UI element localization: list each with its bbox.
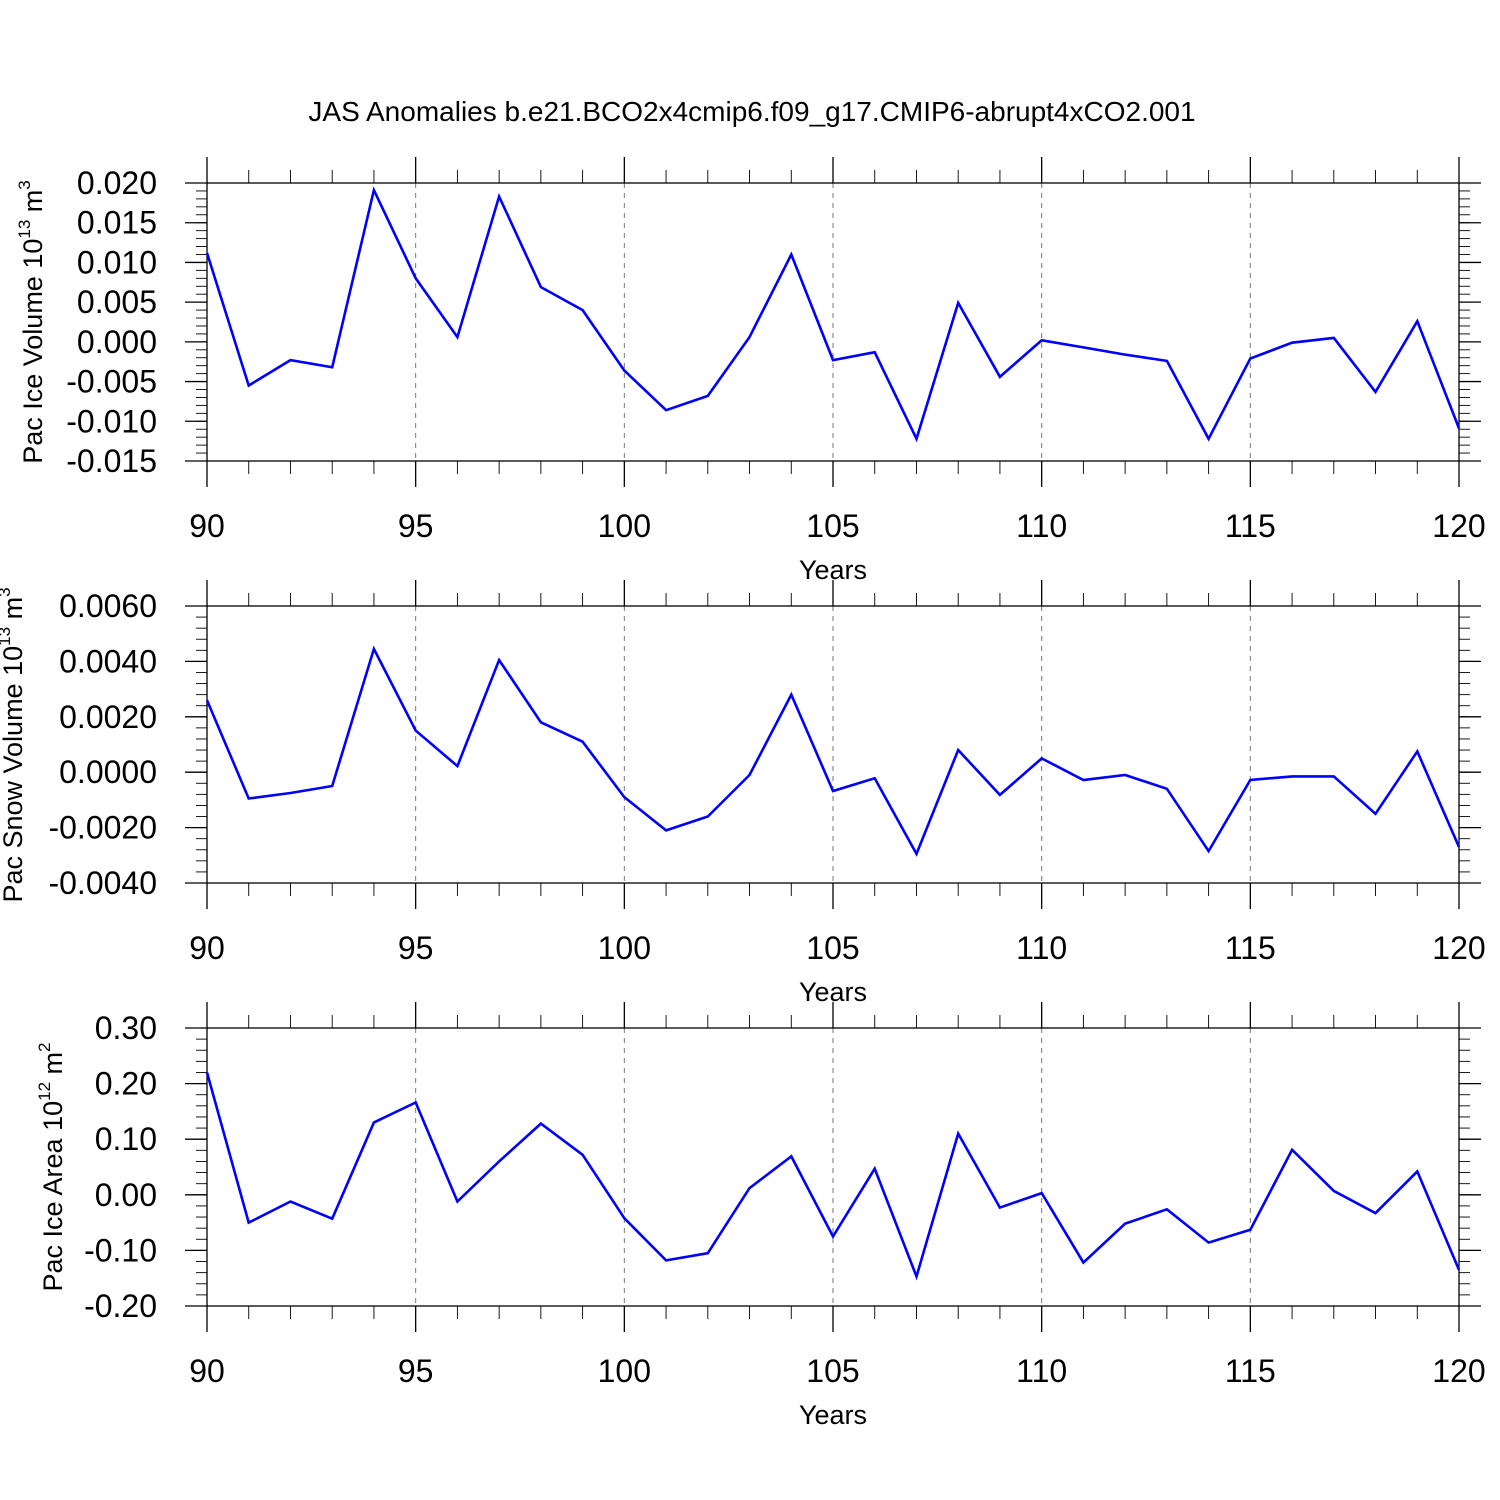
major-ticks [185, 1002, 1481, 1332]
minor-ticks [196, 593, 1470, 896]
x-tick-label: 115 [1225, 1353, 1276, 1389]
major-ticks [185, 157, 1481, 487]
x-tick-labels: 90 95 100 105 110 115 120 [189, 508, 1485, 544]
y-tick-label: -0.005 [66, 364, 157, 400]
y-tick-label: -0.0020 [48, 810, 157, 846]
x-tick-label: 95 [398, 1353, 434, 1389]
series-line-snow-volume [205, 645, 1461, 857]
y-axis-label: Pac Snow Volume 1013 m3 [0, 587, 28, 902]
x-tick-label: 120 [1432, 930, 1485, 966]
x-tick-label: 110 [1016, 930, 1067, 966]
y-tick-labels: -0.20 -0.10 0.00 0.10 0.20 0.30 [84, 1010, 157, 1324]
y-tick-label: 0.015 [77, 205, 157, 241]
x-tick-label: 95 [398, 508, 434, 544]
y-tick-label: 0.000 [77, 324, 157, 360]
y-tick-label: 0.010 [77, 244, 157, 280]
minor-ticks [196, 170, 1470, 474]
y-tick-labels: -0.0040 -0.0020 0.0000 0.0020 0.0040 0.0060 [48, 588, 157, 901]
y-tick-label: 0.0040 [59, 643, 157, 679]
x-tick-label: 105 [806, 508, 859, 544]
x-tick-labels: 90 95 100 105 110 115 120 [189, 1353, 1485, 1389]
plot-frame [206, 1027, 1460, 1307]
x-tick-label: 95 [398, 930, 434, 966]
plot-frame [206, 182, 1460, 462]
series-line-ice-volume [205, 186, 1461, 443]
x-tick-labels: 90 95 100 105 110 115 120 [189, 930, 1485, 966]
y-tick-label: 0.10 [95, 1121, 157, 1157]
y-tick-label: 0.020 [77, 165, 157, 201]
y-tick-label: 0.20 [95, 1066, 157, 1102]
x-tick-label: 105 [806, 930, 859, 966]
panel-ice-area: -0.20 -0.10 0.00 0.10 0.20 0.30 90 95 100 105 110… [35, 1002, 1486, 1430]
x-grid [415, 183, 1251, 461]
x-tick-label: 115 [1225, 508, 1276, 544]
y-tick-label: -0.20 [84, 1288, 157, 1324]
x-grid [415, 606, 1251, 883]
series-line-ice-area [205, 1072, 1461, 1281]
y-tick-label: 0.0020 [59, 699, 157, 735]
x-tick-label: 100 [598, 930, 651, 966]
x-tick-label: 120 [1432, 508, 1485, 544]
y-tick-label: 0.30 [95, 1010, 157, 1046]
chart-title: JAS Anomalies b.e21.BCO2x4cmip6.f09_g17.… [308, 96, 1195, 127]
x-tick-label: 105 [806, 1353, 859, 1389]
plot-frame [206, 605, 1460, 884]
minor-ticks [196, 1015, 1470, 1319]
x-tick-label: 100 [598, 1353, 651, 1389]
y-tick-label: -0.015 [66, 443, 157, 479]
x-tick-label: 120 [1432, 1353, 1485, 1389]
x-tick-label: 90 [189, 1353, 225, 1389]
y-axis-label: Pac Ice Area 1012 m2 [35, 1042, 68, 1291]
x-tick-label: 110 [1016, 1353, 1067, 1389]
x-tick-label: 90 [189, 508, 225, 544]
x-grid [415, 1028, 1251, 1306]
panel-snow-volume: -0.0040 -0.0020 0.0000 0.0020 0.0040 0.0060 9… [0, 580, 1486, 1007]
y-tick-label: 0.0060 [59, 588, 157, 624]
x-tick-label: 100 [598, 508, 651, 544]
y-tick-label: 0.0000 [59, 754, 157, 790]
x-tick-label: 115 [1225, 930, 1276, 966]
y-axis-label: Pac Ice Volume 1013 m3 [15, 180, 48, 464]
y-tick-label: 0.005 [77, 284, 157, 320]
y-tick-label: -0.10 [84, 1232, 157, 1268]
x-tick-label: 90 [189, 930, 225, 966]
x-tick-label: 110 [1016, 508, 1067, 544]
x-axis-label: Years [799, 1400, 867, 1430]
y-tick-label: -0.010 [66, 403, 157, 439]
major-ticks [185, 580, 1481, 909]
y-tick-label: -0.0040 [48, 865, 157, 901]
y-tick-label: 0.00 [95, 1177, 157, 1213]
